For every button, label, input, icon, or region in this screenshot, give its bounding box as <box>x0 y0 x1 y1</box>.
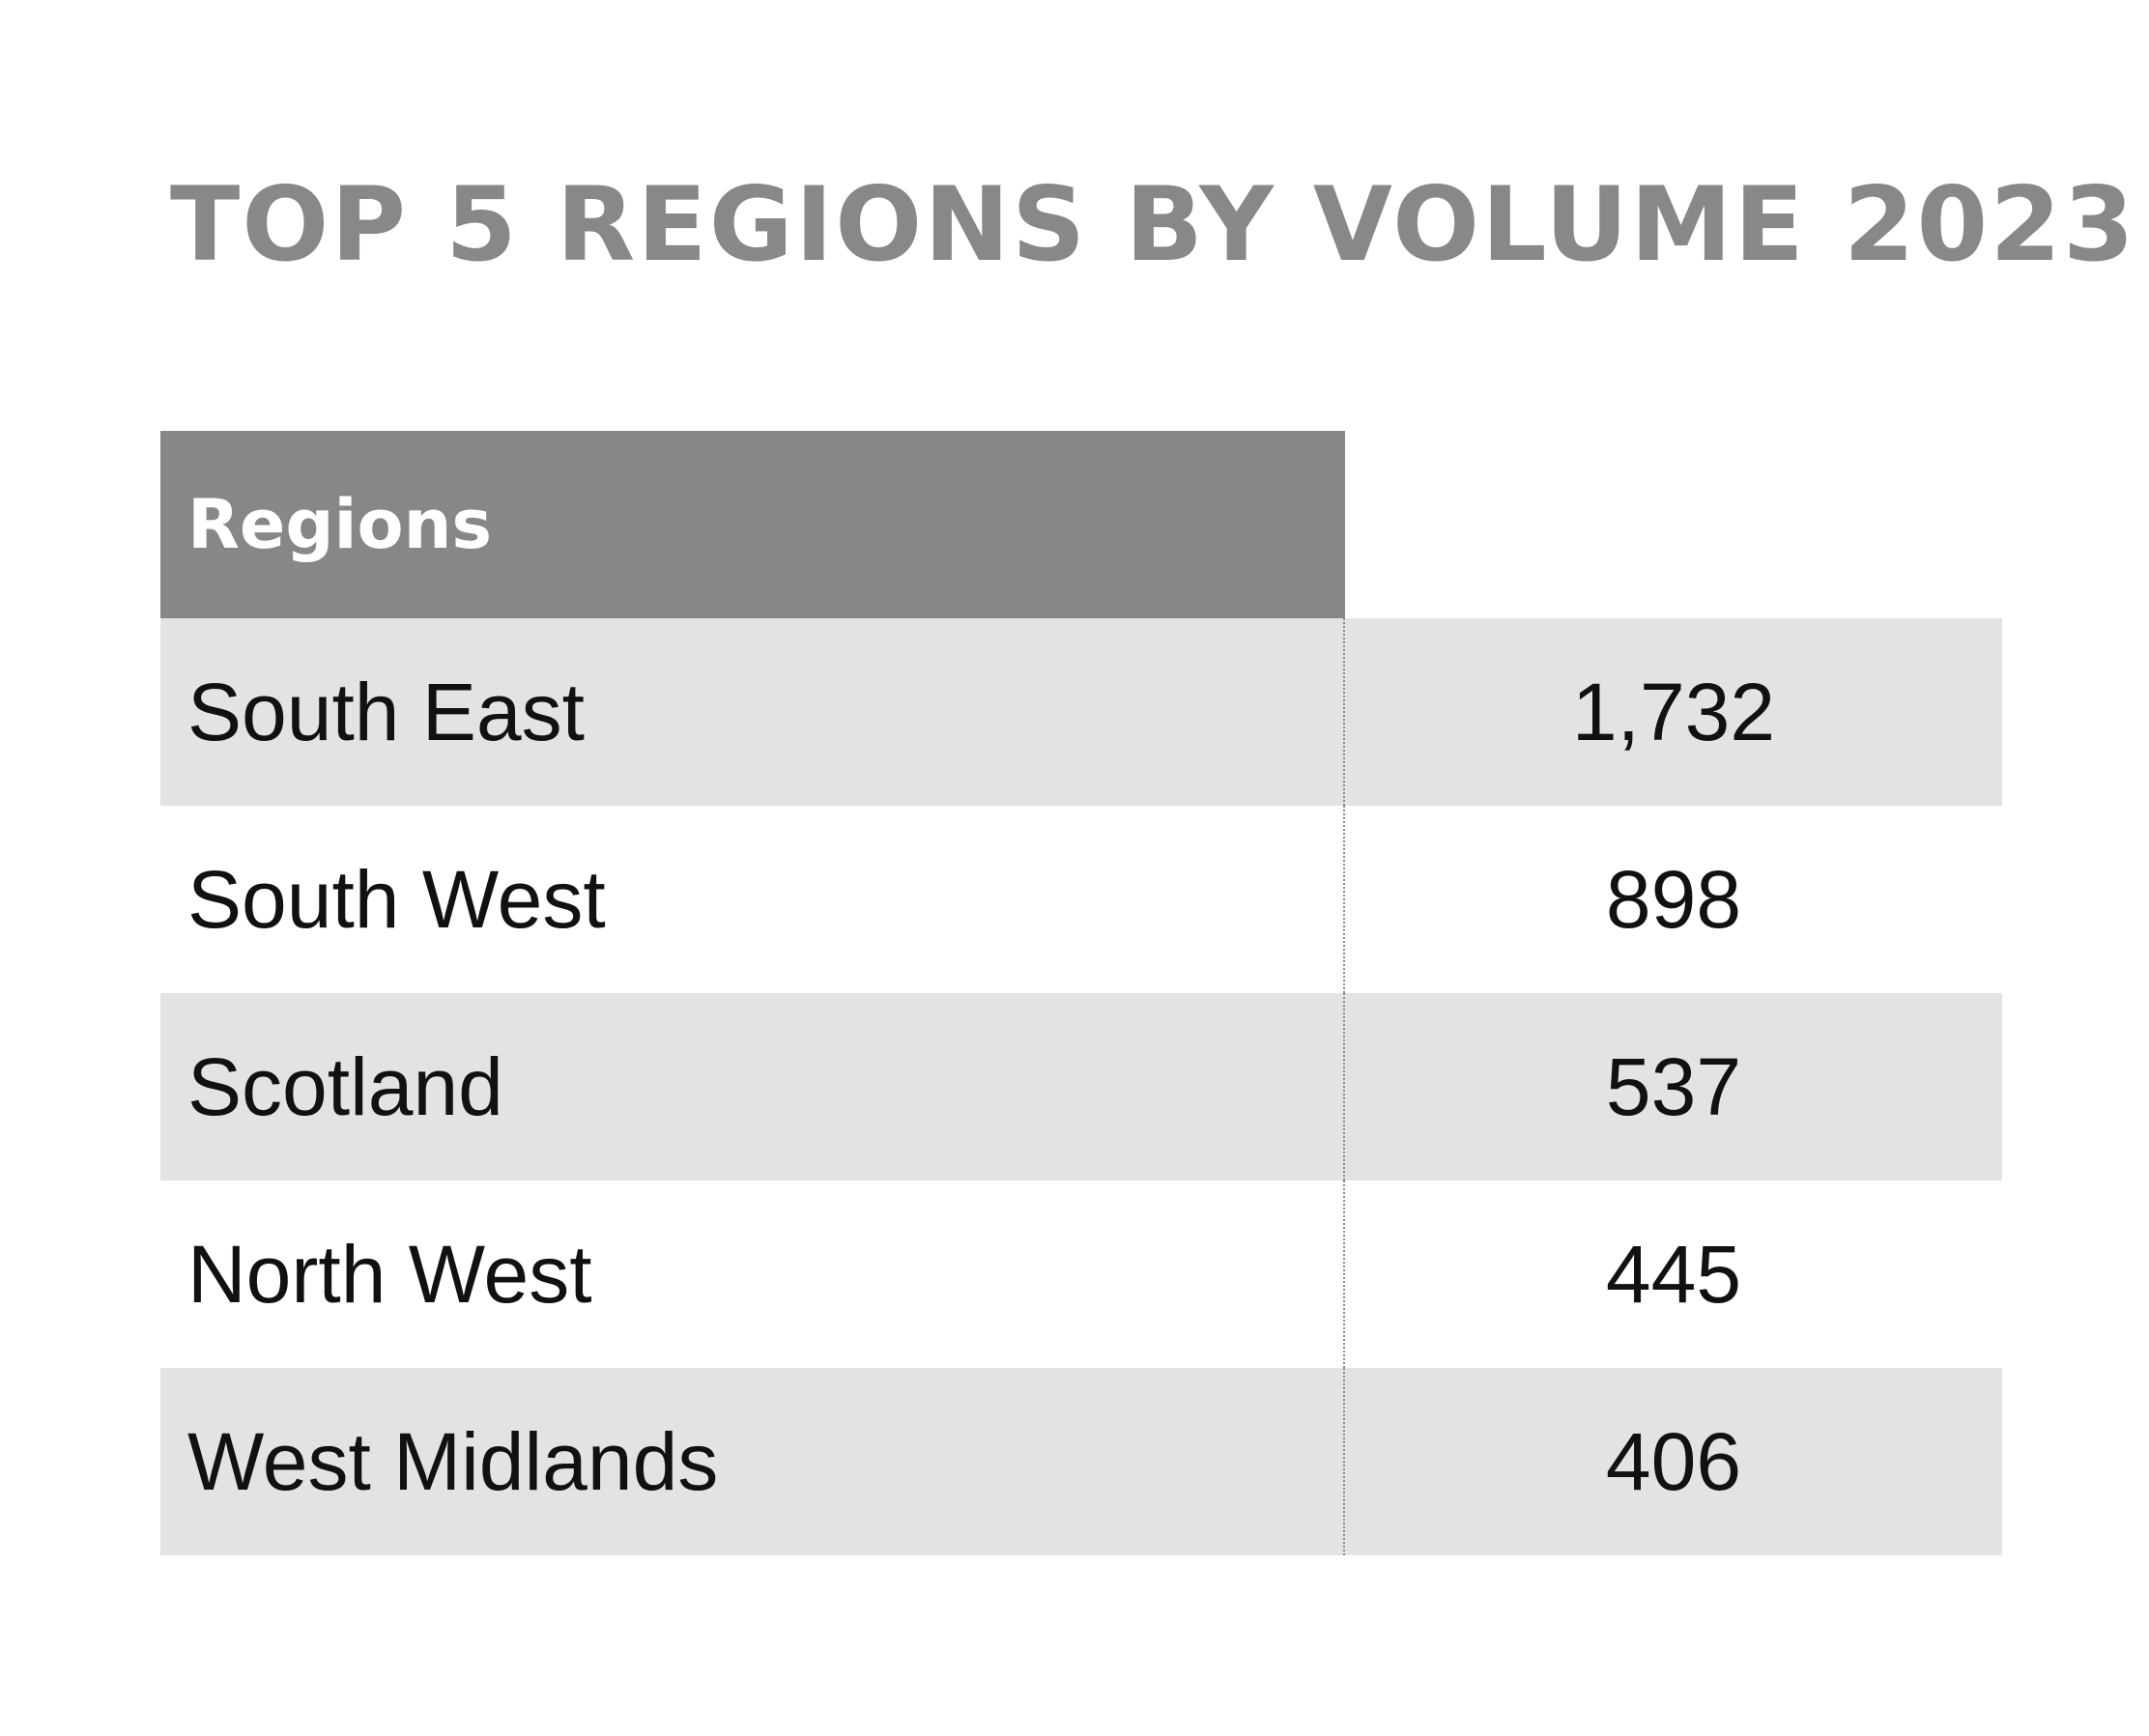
table-row: Scotland 537 <box>160 993 2002 1181</box>
region-name: Scotland <box>160 993 1345 1181</box>
chart-title: TOP 5 REGIONS BY VOLUME 2023 <box>170 165 2136 284</box>
region-name: South East <box>160 618 1345 806</box>
table-header-row: Regions <box>160 431 2002 618</box>
table-row: West Midlands 406 <box>160 1368 2002 1555</box>
column-header-regions: Regions <box>160 431 1345 618</box>
region-value: 406 <box>1605 1415 1742 1507</box>
region-value: 445 <box>1605 1228 1742 1320</box>
table-row: South East 1,732 <box>160 618 2002 806</box>
region-value: 898 <box>1605 853 1742 945</box>
region-value: 1,732 <box>1571 666 1776 757</box>
region-value: 537 <box>1605 1040 1742 1132</box>
table-row: North West 445 <box>160 1181 2002 1368</box>
region-name: South West <box>160 806 1345 993</box>
region-name: West Midlands <box>160 1368 1345 1555</box>
table-row: South West 898 <box>160 806 2002 993</box>
region-name: North West <box>160 1181 1345 1368</box>
regions-table: Regions South East 1,732 South West 898 … <box>160 431 2002 1555</box>
